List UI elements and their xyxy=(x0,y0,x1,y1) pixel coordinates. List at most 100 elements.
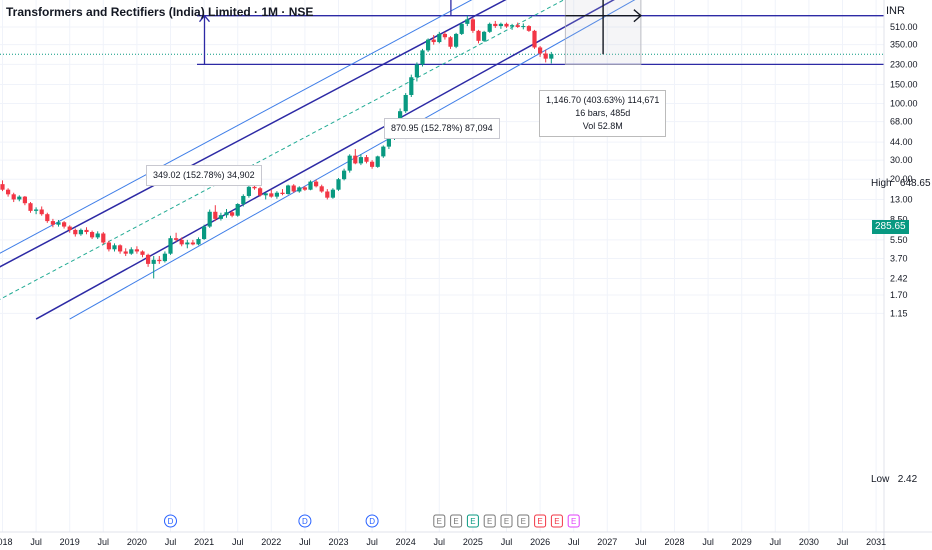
candle-body xyxy=(325,191,330,198)
candle-body xyxy=(370,161,375,167)
candle-body xyxy=(493,23,498,27)
candle xyxy=(420,48,425,67)
candle xyxy=(532,29,537,49)
candle-body xyxy=(470,19,475,31)
candle-body xyxy=(185,242,190,245)
event-marker-label: E xyxy=(554,517,559,526)
chart-grid xyxy=(0,0,884,532)
projection-horizontal-arrow-head xyxy=(633,9,642,23)
candle xyxy=(403,93,408,113)
x-tick-label: 2022 xyxy=(261,537,281,547)
candle xyxy=(482,30,487,43)
candle xyxy=(90,230,95,240)
candle-body xyxy=(230,212,235,216)
candle xyxy=(140,250,145,258)
x-axis[interactable]: 2018 Jul 2019 Jul 2020 Jul 2021 Jul 2022 Jul 2023 J… xyxy=(0,531,932,547)
candle xyxy=(112,243,117,252)
event-marker-label: E xyxy=(537,517,542,526)
high-label: High xyxy=(871,178,892,189)
candlestick-series[interactable] xyxy=(0,15,554,279)
candle xyxy=(118,244,123,254)
high-value: 648.65 xyxy=(899,178,931,189)
regression-channels[interactable] xyxy=(0,0,686,320)
candle xyxy=(280,189,285,196)
measure-tools[interactable] xyxy=(199,0,642,65)
y-tick-label: 30.00 xyxy=(890,155,913,165)
y-tick-label: 2.42 xyxy=(890,273,908,283)
candle xyxy=(101,232,106,245)
candle xyxy=(28,202,33,213)
currency-label[interactable]: INR xyxy=(886,5,905,17)
candle xyxy=(157,256,162,264)
x-tick-label: 2026 xyxy=(530,537,550,547)
candle-body xyxy=(431,39,436,43)
event-marker-label: E xyxy=(437,517,442,526)
dividend-marker: D xyxy=(298,514,312,528)
measure-label-2[interactable]: 870.95 (152.78%) 87,094 xyxy=(384,118,500,139)
earnings-marker: E xyxy=(500,514,513,528)
candle xyxy=(431,35,436,45)
candle xyxy=(95,231,100,240)
candle-body xyxy=(538,47,543,54)
x-tick-label: 2023 xyxy=(328,537,348,547)
x-tick-label: Jul xyxy=(501,537,513,547)
x-tick-label: Jul xyxy=(366,537,378,547)
candle-body xyxy=(241,195,246,204)
x-tick-label: 2020 xyxy=(127,537,147,547)
candle xyxy=(50,218,55,228)
last-price-tag: 285.65 xyxy=(872,220,909,234)
y-axis[interactable]: 510.00 350.00 230.00 150.00 100.00 68.00 44.00… xyxy=(883,0,918,550)
candle-body xyxy=(168,238,173,254)
earnings-marker: E xyxy=(483,514,496,528)
dividend-marker-circle xyxy=(365,514,379,528)
candle-body xyxy=(129,249,134,254)
candle-body xyxy=(465,19,470,24)
candle xyxy=(487,22,492,33)
y-tick-label: 350.00 xyxy=(890,40,918,50)
x-tick-label: Jul xyxy=(165,537,177,547)
candle xyxy=(465,15,470,27)
candle-body xyxy=(146,254,151,264)
x-tick-label: Jul xyxy=(98,537,110,547)
x-tick-label: 2029 xyxy=(732,537,752,547)
candle xyxy=(314,179,319,188)
candle-body xyxy=(526,26,531,31)
earnings-marker: E xyxy=(433,514,446,528)
candle-body xyxy=(213,211,218,219)
candle xyxy=(56,219,61,227)
candle-body xyxy=(504,23,509,27)
dividend-marker-circle xyxy=(298,514,312,528)
earnings-marker: E xyxy=(517,514,530,528)
candle-body xyxy=(409,77,414,95)
candle-body xyxy=(353,155,358,164)
measure-label-1[interactable]: 349.02 (152.78%) 34,902 xyxy=(146,165,262,186)
candle-body xyxy=(274,192,279,197)
candle xyxy=(375,155,380,168)
horizontal-levels[interactable] xyxy=(0,0,884,66)
x-tick-label: 2027 xyxy=(597,537,617,547)
projection-volume: Vol 52.8M xyxy=(582,121,623,131)
candle xyxy=(308,180,313,191)
candle-body xyxy=(487,23,492,32)
candle xyxy=(34,207,39,215)
candle-body xyxy=(510,25,515,27)
candle xyxy=(336,178,341,191)
candle-body xyxy=(151,259,156,264)
x-tick-label: Jul xyxy=(232,537,244,547)
candle-body xyxy=(482,31,487,41)
projection-label[interactable]: 1,146.70 (403.63%) 114,671 16 bars, 485d… xyxy=(539,90,667,137)
candle-body xyxy=(286,185,291,194)
candle xyxy=(174,232,179,242)
candle-body xyxy=(50,221,55,225)
candle xyxy=(347,154,352,173)
x-tick-label: Jul xyxy=(434,537,446,547)
y-tick-label: 510.00 xyxy=(890,22,918,32)
candle-body xyxy=(22,196,27,204)
candle xyxy=(6,188,11,197)
candle-body xyxy=(95,233,100,238)
candle-body xyxy=(336,179,341,190)
candle-body xyxy=(330,189,335,198)
candle-body xyxy=(34,209,39,211)
